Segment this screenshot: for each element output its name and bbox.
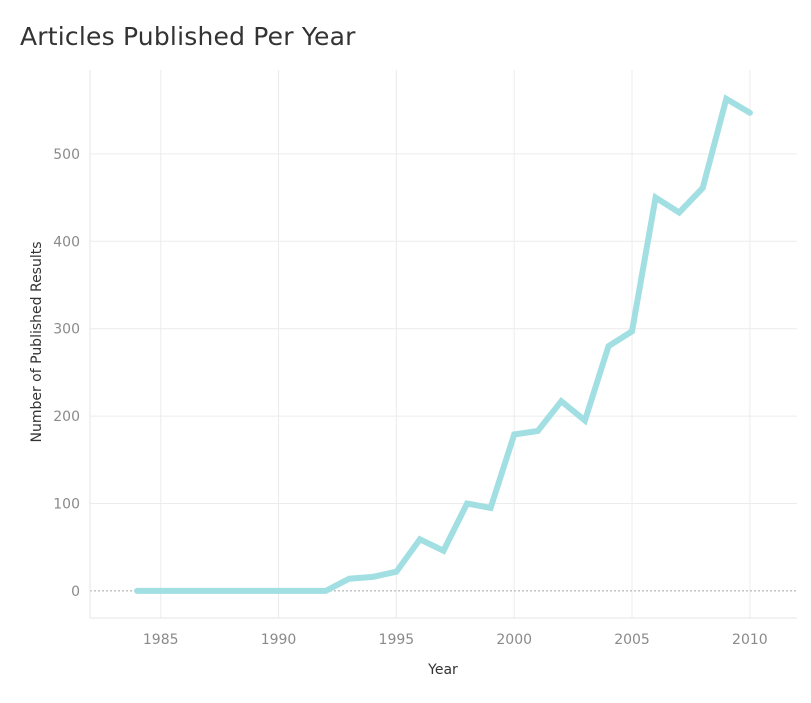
series-line bbox=[134, 94, 753, 594]
data-point[interactable] bbox=[252, 588, 258, 594]
data-point[interactable] bbox=[605, 343, 611, 349]
chart-title: Articles Published Per Year bbox=[20, 22, 356, 51]
data-point[interactable] bbox=[558, 398, 564, 404]
x-tick-label: 2000 bbox=[496, 632, 532, 648]
data-point[interactable] bbox=[653, 195, 659, 201]
y-tick-label: 400 bbox=[53, 234, 80, 250]
grid-layer bbox=[89, 70, 797, 619]
x-axis-title: Year bbox=[427, 662, 458, 678]
data-point[interactable] bbox=[346, 576, 352, 582]
y-tick-label: 100 bbox=[53, 497, 80, 513]
y-tick-label: 0 bbox=[71, 584, 80, 600]
data-point[interactable] bbox=[323, 588, 329, 594]
data-point[interactable] bbox=[299, 588, 305, 594]
data-point[interactable] bbox=[723, 96, 729, 102]
data-point[interactable] bbox=[535, 428, 541, 434]
x-tick-label: 1985 bbox=[143, 632, 179, 648]
data-point[interactable] bbox=[370, 574, 376, 580]
data-point[interactable] bbox=[700, 185, 706, 191]
data-point[interactable] bbox=[417, 536, 423, 542]
x-tick-label: 1990 bbox=[261, 632, 297, 648]
data-point[interactable] bbox=[228, 588, 234, 594]
x-tick-label: 1995 bbox=[379, 632, 415, 648]
data-point[interactable] bbox=[441, 548, 447, 554]
y-tick-label: 300 bbox=[53, 322, 80, 338]
data-point[interactable] bbox=[276, 588, 282, 594]
y-axis-title: Number of Published Results bbox=[29, 241, 45, 442]
data-point[interactable] bbox=[582, 417, 588, 423]
data-point[interactable] bbox=[158, 588, 164, 594]
x-tick-label: 2010 bbox=[732, 632, 768, 648]
series-layer bbox=[134, 94, 753, 594]
data-point[interactable] bbox=[181, 588, 187, 594]
data-point[interactable] bbox=[488, 505, 494, 511]
data-point[interactable] bbox=[134, 588, 140, 594]
data-point[interactable] bbox=[393, 569, 399, 575]
data-point[interactable] bbox=[629, 328, 635, 334]
axis-layer: 1985 1990 1995 2000 2005 2010 0 100 200 300 400 500 bbox=[53, 147, 767, 648]
x-tick-label: 2005 bbox=[614, 632, 650, 648]
y-tick-label: 500 bbox=[53, 147, 80, 163]
data-point[interactable] bbox=[511, 431, 517, 437]
data-point[interactable] bbox=[464, 501, 470, 507]
data-point[interactable] bbox=[676, 209, 682, 215]
data-point[interactable] bbox=[205, 588, 211, 594]
data-point[interactable] bbox=[747, 110, 753, 116]
y-tick-label: 200 bbox=[53, 409, 80, 425]
